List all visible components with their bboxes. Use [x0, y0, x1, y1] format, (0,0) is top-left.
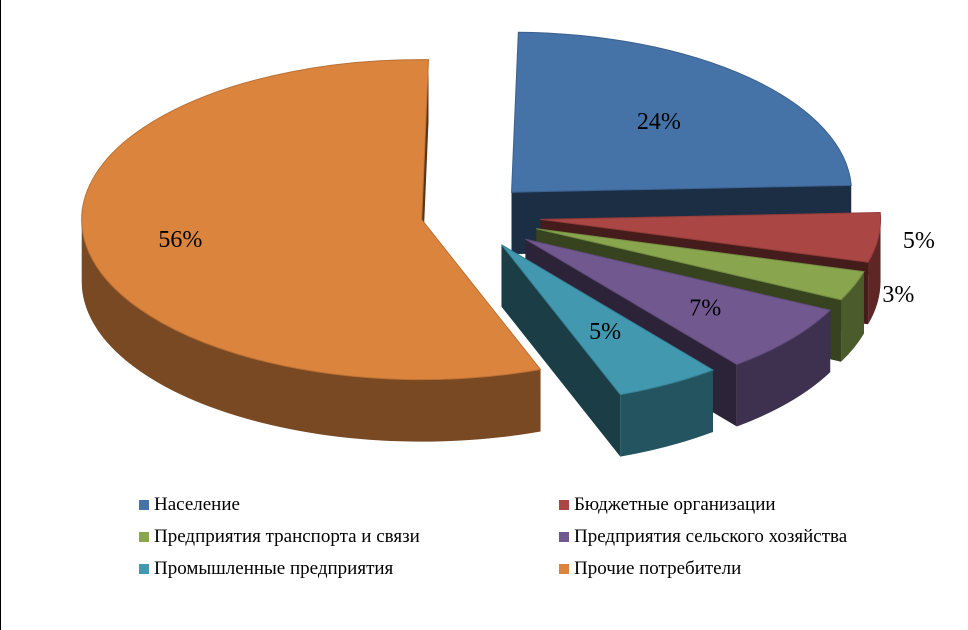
pie-slice-1	[540, 212, 882, 263]
legend-swatch-transport	[139, 532, 149, 542]
pie-outer-wall-1-0	[868, 219, 881, 325]
pie-slice-3	[525, 238, 832, 366]
legend-item-prochie: Прочие потребители	[559, 558, 919, 580]
legend: Население Бюджетные организации Предприя…	[139, 494, 919, 580]
pie-data-label-4: 5%	[589, 319, 621, 345]
pie-outer-wall-3-0	[736, 310, 831, 427]
legend-item-byudzhetnye: Бюджетные организации	[559, 494, 919, 516]
legend-swatch-selskoe	[559, 532, 569, 542]
pie-data-label-5: 56%	[158, 227, 202, 253]
pie-slice-4	[501, 244, 715, 396]
legend-label-byudzhetnye: Бюджетные организации	[574, 494, 776, 515]
legend-swatch-promyshlennye	[139, 564, 149, 574]
legend-swatch-naselenie	[139, 500, 149, 510]
pie-slice-2	[536, 228, 865, 301]
legend-item-selskoe: Предприятия сельского хозяйства	[559, 526, 919, 548]
legend-label-naselenie: Население	[154, 494, 240, 515]
pie-labels: 24% 5% 3% 7% 5% 56%	[158, 109, 934, 345]
legend-item-promyshlennye: Промышленные предприятия	[139, 558, 559, 580]
pie-tops	[81, 31, 882, 396]
pie-wall-4-1	[501, 244, 621, 457]
pie-data-label-2: 3%	[882, 282, 914, 308]
pie-data-label-3: 7%	[689, 296, 721, 322]
pie-slice-5	[81, 59, 542, 381]
legend-item-transport: Предприятия транспорта и связи	[139, 526, 559, 548]
pie-data-label-1: 5%	[903, 228, 935, 254]
pie-outer-wall-4-0	[620, 369, 713, 457]
legend-item-naselenie: Население	[139, 494, 559, 516]
pie-slice-0	[511, 31, 852, 193]
pie-outer-wall-5-0	[81, 219, 541, 442]
legend-label-selskoe: Предприятия сельского хозяйства	[574, 526, 848, 547]
legend-swatch-prochie	[559, 564, 569, 574]
legend-label-transport: Предприятия транспорта и связи	[154, 526, 420, 547]
legend-swatch-byudzhetnye	[559, 500, 569, 510]
legend-label-promyshlennye: Промышленные предприятия	[154, 558, 394, 579]
legend-label-prochie: Прочие потребители	[574, 558, 742, 579]
pie-data-label-0: 24%	[637, 109, 681, 135]
